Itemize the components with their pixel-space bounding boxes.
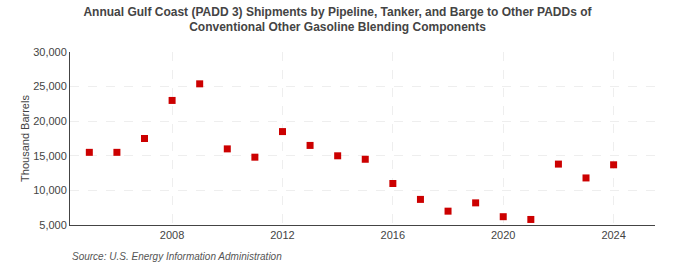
svg-text:25,000: 25,000: [33, 80, 67, 92]
svg-text:5,000: 5,000: [39, 219, 67, 231]
svg-text:30,000: 30,000: [33, 46, 67, 58]
svg-text:2008: 2008: [160, 229, 184, 241]
svg-text:2012: 2012: [270, 229, 294, 241]
svg-text:Source: U.S. Energy Informatio: Source: U.S. Energy Information Administ…: [72, 251, 282, 262]
svg-text:15,000: 15,000: [33, 150, 67, 162]
svg-text:2016: 2016: [381, 229, 405, 241]
svg-text:20,000: 20,000: [33, 115, 67, 127]
svg-text:2020: 2020: [491, 229, 515, 241]
svg-text:Annual Gulf Coast (PADD 3) Shi: Annual Gulf Coast (PADD 3) Shipments by …: [83, 5, 592, 35]
svg-text:Thousand Barrels: Thousand Barrels: [19, 95, 31, 182]
svg-text:2024: 2024: [601, 229, 625, 241]
svg-text:10,000: 10,000: [33, 184, 67, 196]
